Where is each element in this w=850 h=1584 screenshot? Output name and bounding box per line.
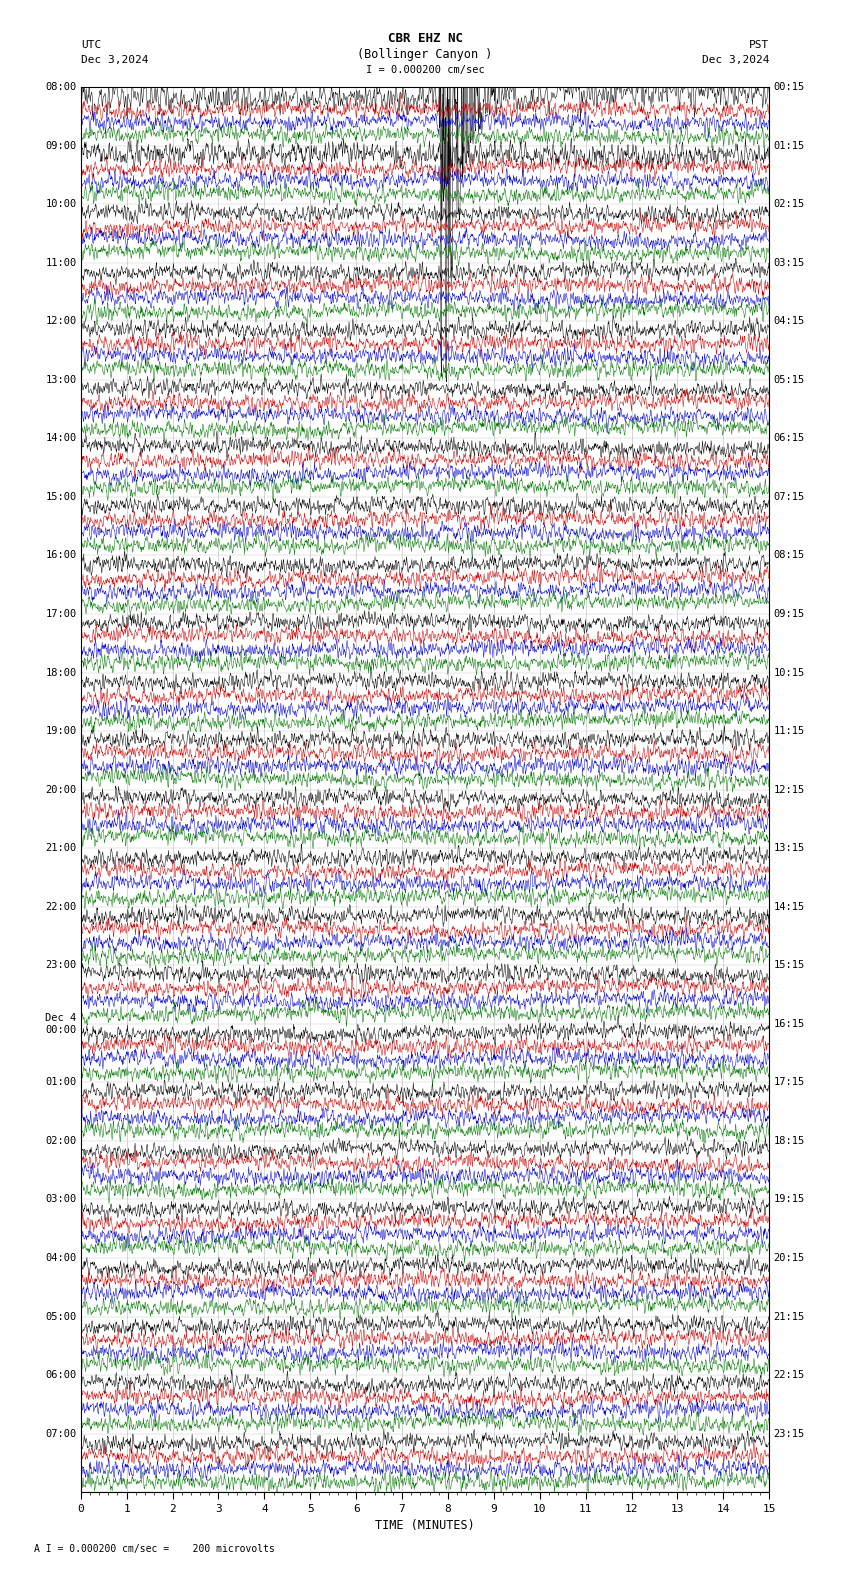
Text: PST: PST — [749, 40, 769, 49]
Text: CBR EHZ NC: CBR EHZ NC — [388, 32, 462, 44]
Text: (Bollinger Canyon ): (Bollinger Canyon ) — [357, 48, 493, 60]
Text: I = 0.000200 cm/sec: I = 0.000200 cm/sec — [366, 65, 484, 74]
Text: A I = 0.000200 cm/sec =    200 microvolts: A I = 0.000200 cm/sec = 200 microvolts — [34, 1544, 275, 1554]
Text: UTC: UTC — [81, 40, 101, 49]
Text: Dec 3,2024: Dec 3,2024 — [81, 55, 148, 65]
X-axis label: TIME (MINUTES): TIME (MINUTES) — [375, 1519, 475, 1532]
Text: Dec 3,2024: Dec 3,2024 — [702, 55, 769, 65]
